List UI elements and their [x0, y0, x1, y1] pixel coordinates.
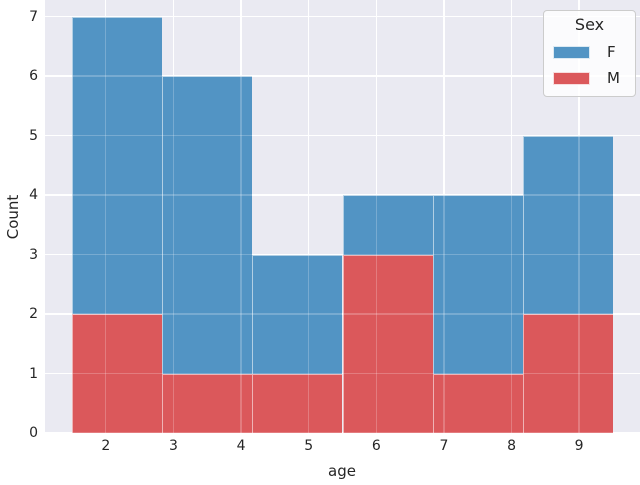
bar-segment-f	[72, 16, 163, 315]
bar-segment-f	[522, 135, 613, 315]
y-tick-label: 3	[29, 246, 38, 263]
bar-segment-m	[252, 373, 343, 433]
bar-segment-m	[72, 314, 163, 433]
y-tick-label: 5	[29, 127, 38, 144]
y-tick-label: 1	[29, 365, 38, 382]
h-gridline	[45, 134, 640, 137]
x-tick-label: 7	[439, 438, 449, 454]
bar-segment-m	[522, 314, 613, 433]
legend-label: M	[607, 69, 620, 87]
y-tick-label: 6	[29, 68, 38, 85]
h-gridline	[45, 75, 640, 77]
x-tick-label: 4	[236, 438, 246, 454]
y-tick-label: 7	[29, 8, 38, 25]
legend-title: Sex	[574, 15, 605, 34]
y-tick-label: 2	[29, 306, 38, 323]
bar-segment-f	[162, 76, 253, 374]
bar-segment-f	[432, 195, 523, 374]
x-tick-label: 5	[304, 438, 314, 454]
h-gridline	[45, 16, 640, 18]
legend-label: F	[607, 43, 616, 61]
y-axis-label: Count	[4, 194, 22, 240]
x-tick-label: 6	[371, 438, 381, 454]
y-tick-label: 0	[29, 425, 38, 441]
bar-segment-m	[342, 254, 433, 433]
legend-swatch	[553, 46, 590, 59]
v-gridline	[308, 0, 310, 433]
x-tick-label: 8	[507, 438, 516, 454]
legend-swatch	[553, 72, 590, 85]
legend-row: M	[553, 70, 635, 87]
h-gridline	[45, 253, 640, 256]
y-tick-label: 4	[29, 187, 38, 204]
bar-segment-f	[252, 254, 343, 374]
bar-segment-f	[342, 195, 433, 255]
plot-area	[45, 0, 640, 433]
x-tick-label: 2	[101, 438, 111, 454]
legend-row: F	[553, 44, 635, 61]
x-tick-label: 9	[574, 438, 584, 454]
x-tick-label: 3	[168, 438, 178, 454]
bar-segment-m	[162, 373, 253, 433]
x-axis-label: age	[328, 462, 356, 480]
bar-segment-m	[432, 373, 523, 433]
